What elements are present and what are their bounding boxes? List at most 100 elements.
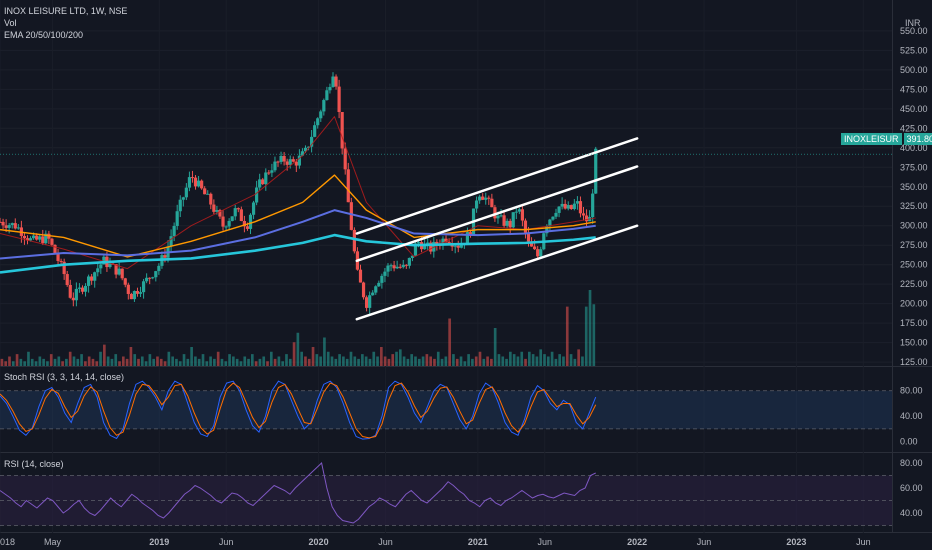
price-axis[interactable]: 550.00 525.00 500.00 475.00 450.00 425.00 400.… [900, 26, 928, 518]
candle-body [358, 269, 363, 283]
volume-bar [493, 328, 497, 366]
candle-body [474, 200, 479, 209]
volume-bar [262, 356, 266, 366]
candle-body [59, 260, 63, 262]
candle-body [279, 155, 283, 162]
volume-bar [467, 354, 470, 366]
ema-50-line [0, 174, 596, 258]
candle-body [230, 216, 234, 221]
volume-bar [23, 361, 26, 366]
candle-body [251, 202, 256, 215]
candle-body [184, 187, 188, 198]
volume-bar [144, 361, 148, 366]
candle-body [383, 271, 387, 276]
price-pane[interactable] [0, 72, 892, 366]
time-tick-label: Jun [378, 537, 393, 547]
volume-bar [95, 361, 99, 366]
candle-body [1, 221, 5, 226]
candle-body [526, 232, 531, 242]
candle-body [68, 284, 72, 298]
volume-bar [429, 356, 432, 366]
stoch-rsi-pane[interactable] [0, 380, 892, 440]
stoch-tick-label: 80.00 [900, 386, 923, 396]
volume-bar [509, 351, 512, 366]
candle-body [306, 146, 311, 148]
volume-bar [471, 358, 474, 366]
volume-bar [569, 354, 573, 366]
candle-body [523, 220, 528, 233]
candle-body [325, 90, 329, 101]
volume-bar [342, 356, 345, 366]
time-axis[interactable]: 018 May 2019 Jun 2020 Jun 2021 Jun 2022 Jun 2023 Ju… [0, 537, 871, 547]
candle-body [539, 249, 543, 257]
candle-body [255, 187, 259, 203]
rsi-pane[interactable] [0, 462, 892, 526]
candle-body [135, 291, 140, 294]
candle-body [74, 288, 78, 301]
time-tick-label: 2020 [309, 537, 329, 547]
price-tick-label: 550.00 [900, 26, 928, 36]
price-tick-label: 300.00 [900, 221, 928, 231]
volume-bar [433, 358, 436, 366]
volume-bar [8, 356, 11, 366]
volume-bar [216, 351, 220, 366]
candle-body [591, 193, 595, 218]
volume-bar [27, 351, 30, 366]
volume-bar [213, 358, 216, 366]
price-tick-label: 525.00 [900, 45, 928, 55]
price-tick-label: 325.00 [900, 201, 928, 211]
volume-bar [315, 354, 319, 366]
candle-body [218, 210, 222, 217]
candle-body [83, 285, 88, 292]
volume-bar [167, 351, 171, 366]
candle-body [276, 161, 280, 163]
candle-body [520, 209, 525, 221]
candle-body [99, 264, 103, 269]
stoch-k-line [0, 380, 597, 440]
candle-body [145, 277, 149, 282]
candle-body [154, 271, 158, 278]
candle-body [465, 232, 470, 244]
volume-bar [84, 361, 87, 366]
candle-body [490, 198, 494, 208]
candle-body [334, 76, 338, 87]
ema-legend: EMA 20/50/100/200 [4, 30, 84, 40]
candle-body [566, 205, 570, 209]
price-tick-label: 225.00 [900, 279, 928, 289]
volume-bar [129, 347, 133, 366]
volume-bar [444, 356, 448, 366]
candle-body [267, 172, 271, 174]
volume-bar [349, 351, 353, 366]
candle-body [310, 136, 314, 147]
candle-body [319, 111, 323, 119]
volume-bar [61, 361, 64, 366]
candle-body [62, 261, 66, 275]
candle-body [478, 196, 482, 201]
candle-body [297, 155, 301, 166]
volume-bar [364, 356, 368, 366]
candle-body [441, 238, 445, 246]
volume-bar [11, 361, 15, 366]
candle-body [0, 221, 2, 223]
volume-bar [106, 356, 110, 366]
candle-body [236, 208, 240, 210]
candle-body [386, 265, 390, 272]
candle-body [551, 216, 555, 220]
candle-body [468, 232, 473, 236]
candle-body [41, 236, 45, 244]
volume-bar [573, 358, 577, 366]
ticker-badge[interactable]: INOXLEISUR 391.80 [841, 133, 932, 145]
volume-bar [19, 358, 23, 366]
volume-bar [565, 306, 569, 366]
volume-bar [42, 358, 45, 366]
volume-bar [452, 354, 455, 366]
volume-bar [300, 351, 303, 366]
volume-bar [292, 342, 296, 366]
candle-body [313, 125, 317, 137]
candle-body [413, 243, 418, 256]
candle-body [578, 201, 583, 214]
volume-bar [581, 356, 584, 366]
volume-bar [30, 358, 34, 366]
volume-bar [201, 354, 205, 366]
